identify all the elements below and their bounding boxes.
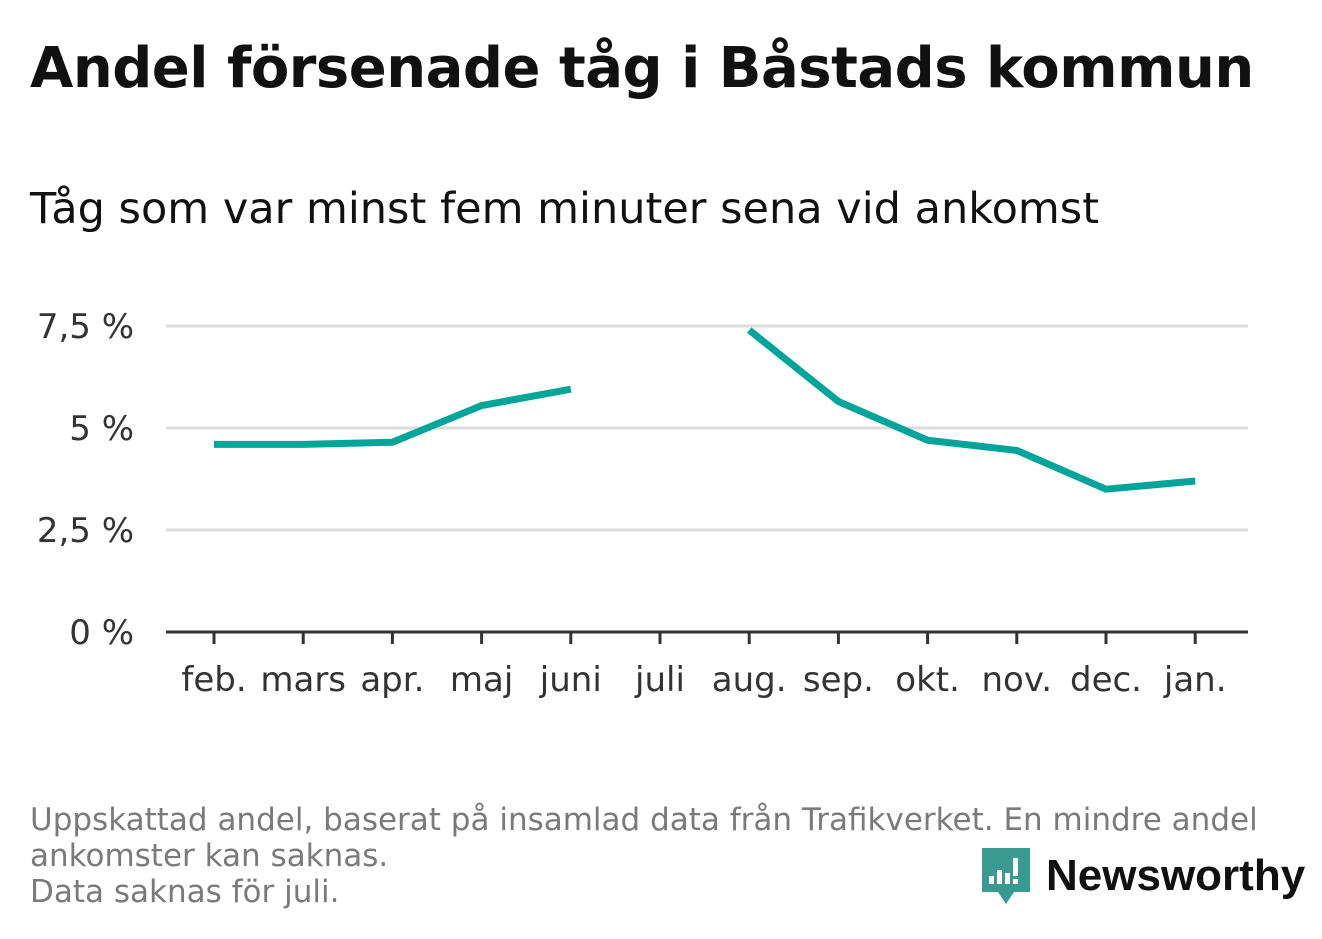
- y-axis-tick-labels: 0 % 2,5 % 5 % 7,5 %: [37, 307, 134, 653]
- line-chart: 0 % 2,5 % 5 % 7,5 % feb. mars apr. maj juni juli…: [37, 307, 1248, 700]
- footnote-line-2: ankomster kan saknas.: [30, 838, 389, 874]
- x-axis-tick-labels: feb. mars apr. maj juni juli aug. sep. okt. nov. d…: [181, 660, 1226, 700]
- x-tick-label: jan.: [1163, 660, 1227, 700]
- x-tick-label: juni: [539, 660, 602, 700]
- x-tick-label: maj: [450, 660, 513, 700]
- chart-title: Andel försenade tåg i Båstads kommun: [30, 36, 1254, 101]
- x-tick-label: okt.: [895, 660, 960, 700]
- x-tick-label: feb.: [181, 660, 246, 700]
- x-tick-label: apr.: [360, 660, 424, 700]
- brand-name: Newsworthy: [1046, 851, 1306, 900]
- x-tick-label: dec.: [1070, 660, 1142, 700]
- chart-subtitle: Tåg som var minst fem minuter sena vid a…: [30, 184, 1100, 234]
- brand-logo: Newsworthy: [980, 846, 1305, 906]
- y-tick-label: 0 %: [69, 613, 134, 653]
- y-tick-label: 7,5 %: [37, 307, 134, 347]
- x-axis: [166, 630, 1248, 644]
- footnote: Uppskattad andel, baserat på insamlad da…: [30, 802, 1280, 910]
- y-tick-label: 5 %: [69, 409, 134, 449]
- x-tick-label: nov.: [981, 660, 1052, 700]
- x-tick-label: aug.: [712, 660, 787, 700]
- y-tick-label: 2,5 %: [37, 511, 134, 551]
- series-line-segment: [214, 385, 572, 448]
- x-tick-label: sep.: [803, 660, 874, 700]
- series-line-segment: [747, 327, 1196, 493]
- x-tick-label: juli: [634, 660, 685, 700]
- x-tick-label: mars: [260, 660, 346, 700]
- footnote-line-3: Data saknas för juli.: [30, 874, 340, 910]
- footnote-line-1: Uppskattad andel, baserat på insamlad da…: [30, 802, 1258, 838]
- gridlines: [166, 324, 1248, 532]
- series-lines: [214, 327, 1196, 493]
- newsworthy-logo-icon: [982, 848, 1030, 904]
